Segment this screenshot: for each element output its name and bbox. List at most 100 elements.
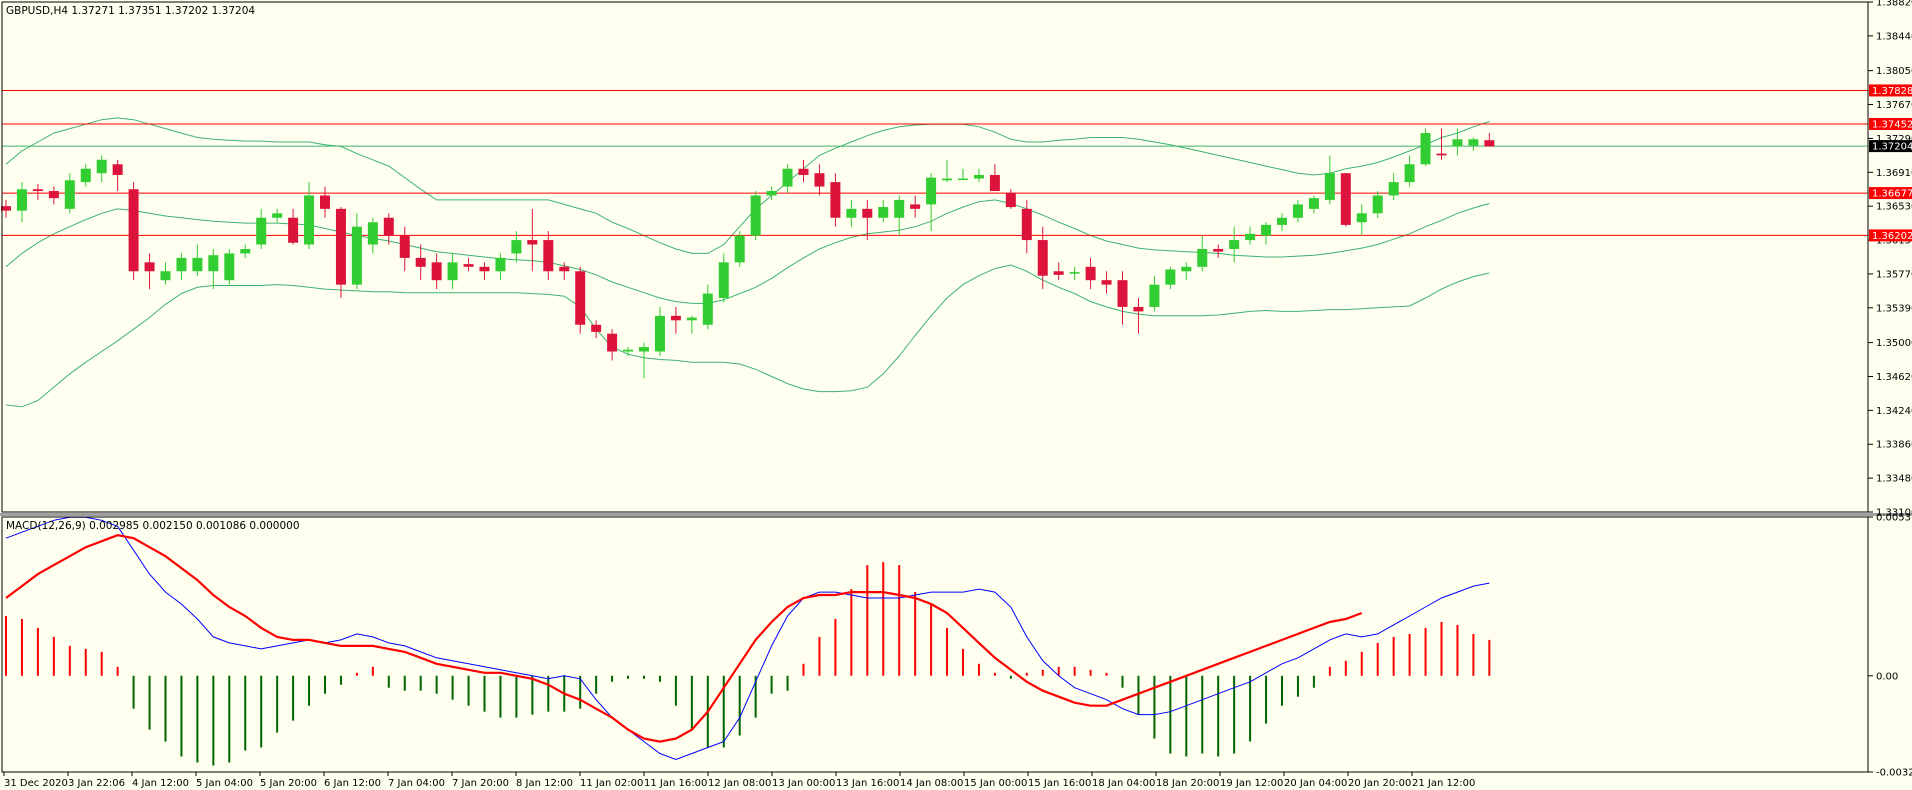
price-tick-label: 1.33860 — [1876, 440, 1912, 451]
bollinger-upper-line — [5, 117, 1490, 254]
candle-bear — [1053, 271, 1064, 275]
price-tick-label: 1.35770 — [1876, 269, 1912, 280]
candle-bear — [830, 182, 841, 218]
candle-bear — [128, 189, 139, 272]
candle-bull — [304, 195, 315, 245]
candle-bear — [144, 262, 155, 272]
candle-bull — [1404, 164, 1415, 183]
candle-bear — [1085, 266, 1096, 281]
price-tick-label: 1.38050 — [1876, 66, 1912, 77]
candle-bull — [1468, 139, 1479, 146]
macd-tick-label: 0.00 — [1876, 671, 1898, 682]
current-price-box — [1869, 140, 1912, 153]
candle-bull — [926, 177, 937, 205]
candle-bull — [1229, 240, 1240, 249]
candle-bull — [208, 255, 219, 272]
time-tick-label: 13 Jan 16:00 — [836, 778, 899, 789]
level-label-box — [1869, 117, 1912, 130]
time-tick-label: 13 Jan 00:00 — [772, 778, 835, 789]
macd-line — [5, 516, 1490, 761]
candle-bull — [1356, 213, 1367, 223]
candle-bear — [527, 240, 538, 245]
candle-bull — [351, 226, 362, 285]
time-tick-label: 4 Jan 12:00 — [132, 778, 189, 789]
candle-bull — [1292, 204, 1303, 218]
candle-bear — [1436, 153, 1447, 156]
current-price-label: 1.37204 — [1872, 142, 1912, 153]
time-tick-label: 6 Jan 12:00 — [324, 778, 381, 789]
candle-bear — [288, 217, 299, 243]
time-tick-label: 18 Jan 20:00 — [1156, 778, 1219, 789]
candle-bull — [1277, 217, 1287, 225]
candle-bull — [96, 159, 107, 174]
candle-bull — [1324, 173, 1335, 200]
candle-bear — [1213, 248, 1224, 252]
time-tick-label: 19 Jan 12:00 — [1220, 778, 1283, 789]
candle-bull — [942, 178, 953, 181]
price-tick-label: 1.33480 — [1876, 474, 1912, 485]
candle-bull — [958, 178, 968, 181]
price-tick-label: 1.37670 — [1876, 100, 1912, 111]
candle-bull — [1308, 198, 1319, 209]
level-label-box — [1869, 229, 1912, 242]
time-tick-label: 8 Jan 12:00 — [516, 778, 573, 789]
macd-tick-label: 0.00531 — [1876, 513, 1912, 524]
time-tick-label: 20 Jan 04:00 — [1284, 778, 1347, 789]
price-tick-label: 1.38440 — [1876, 31, 1912, 42]
macd-panel[interactable] — [5, 516, 1491, 766]
candle-bear — [1484, 140, 1495, 147]
candle-bull — [734, 235, 745, 263]
candle-bull — [80, 168, 91, 183]
candle-bull — [1069, 272, 1080, 274]
candle-bear — [989, 174, 1000, 192]
time-tick-label: 11 Jan 02:00 — [580, 778, 643, 789]
candle-bear — [1101, 280, 1112, 285]
candle-bull — [894, 199, 905, 218]
time-tick-label: 20 Jan 20:00 — [1348, 778, 1411, 789]
candle-bear — [431, 262, 442, 281]
price-panel[interactable] — [1, 89, 1868, 408]
candle-bear — [1117, 280, 1128, 307]
candle-bull — [64, 180, 75, 209]
candle-bear — [415, 257, 426, 267]
candle-bear — [591, 324, 602, 332]
candle-bull — [447, 262, 458, 281]
time-tick-label: 5 Jan 04:00 — [196, 778, 253, 789]
candle-bull — [256, 217, 267, 245]
price-tick-label: 1.35390 — [1876, 303, 1912, 314]
macd-tick-label: -0.003218 — [1876, 768, 1912, 779]
candle-bull — [1149, 284, 1160, 307]
candle-bull — [272, 213, 283, 218]
candle-bear — [1005, 192, 1016, 208]
candle-bull — [750, 195, 761, 236]
candle-bull — [1452, 139, 1463, 147]
price-tick-label: 1.34240 — [1876, 406, 1912, 417]
price-tick-label: 1.36530 — [1876, 202, 1912, 213]
time-tick-label: 31 Dec 2020 — [4, 778, 68, 789]
candle-bull — [176, 257, 187, 272]
candle-bull — [878, 207, 889, 218]
candle-bear — [32, 189, 43, 192]
level-label: 1.36677 — [1872, 189, 1912, 200]
macd-signal-line — [5, 534, 1363, 743]
time-tick-label: 3 Jan 22:06 — [68, 778, 125, 789]
candle-bear — [607, 333, 618, 352]
candle-bull — [1245, 233, 1256, 241]
candle-bear — [910, 204, 921, 209]
candle-bear — [798, 168, 809, 175]
candle-bull — [1388, 182, 1399, 196]
level-label-box — [1869, 84, 1912, 97]
price-tick-label: 1.34620 — [1876, 372, 1912, 383]
candle-bull — [160, 271, 171, 281]
candle-bull — [686, 317, 697, 321]
candle-bull — [973, 174, 984, 179]
candle-bear — [1, 206, 11, 211]
candle-bear — [575, 271, 586, 325]
price-tick-label: 1.35000 — [1876, 338, 1912, 349]
time-tick-label: 15 Jan 16:00 — [1028, 778, 1091, 789]
candle-bull — [1261, 224, 1272, 236]
candle-bull — [1165, 269, 1176, 285]
candle-bull — [846, 208, 857, 218]
